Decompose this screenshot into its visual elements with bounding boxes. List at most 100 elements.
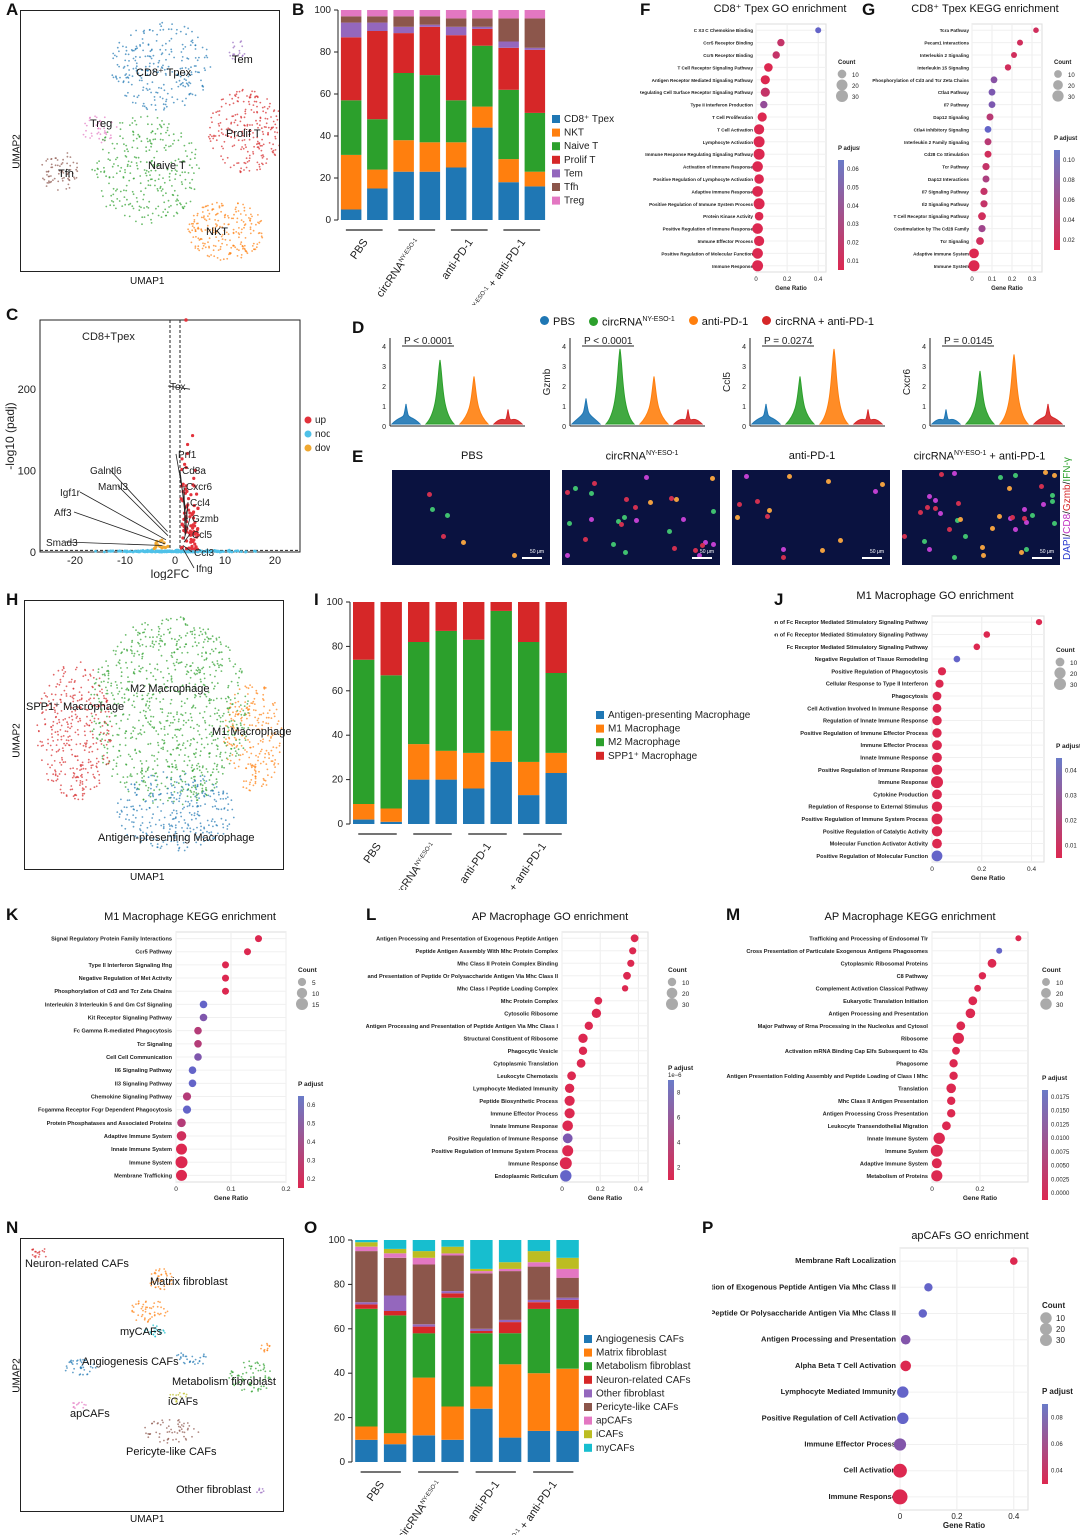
umap-point (264, 1376, 267, 1379)
umap-point (178, 1440, 180, 1443)
term-label: Antigen Processing Cross Presentation (823, 1111, 929, 1117)
cell-spot (583, 537, 588, 542)
umap-point (78, 691, 81, 693)
umap-point (191, 1355, 194, 1358)
umap-point (41, 741, 43, 743)
umap-point (178, 797, 181, 800)
umap-point (170, 791, 173, 794)
umap-point (170, 783, 173, 785)
umap-point (159, 722, 162, 725)
umap-point (175, 32, 178, 35)
color-bar (1042, 1090, 1048, 1200)
umap-point (154, 184, 156, 187)
umap-point (199, 780, 202, 782)
umap-point (123, 697, 126, 699)
umap-point (45, 160, 48, 162)
umap-point (241, 1389, 243, 1391)
umap-point (171, 784, 173, 787)
data-point (930, 1144, 943, 1157)
umap-point (264, 687, 267, 689)
cell-spot (927, 494, 932, 499)
umap-point (230, 246, 233, 249)
umap-point (157, 744, 160, 747)
gene-label: Tox (170, 382, 186, 393)
umap-point (227, 127, 230, 130)
umap-point (103, 705, 106, 707)
umap-point (219, 798, 222, 800)
umap-point (145, 174, 148, 177)
umap-point (254, 782, 257, 785)
umap-point (228, 720, 231, 723)
umap-point (196, 813, 199, 816)
data-point (931, 764, 943, 775)
umap-point (191, 706, 193, 709)
umap-point (247, 100, 250, 103)
up-point (189, 493, 193, 497)
umap-point (118, 816, 121, 818)
umap-point (146, 767, 149, 770)
umap-point (208, 699, 211, 702)
umap-point (157, 178, 160, 181)
umap-point (51, 166, 54, 169)
umap-point (193, 637, 196, 639)
cluster-label-nkt: NKT (206, 226, 228, 238)
data-point (772, 51, 780, 59)
down-point (166, 544, 170, 548)
umap-point (213, 786, 216, 789)
umap-point (90, 712, 93, 715)
umap-point (225, 231, 228, 234)
umap-point (54, 703, 56, 706)
umap-point (186, 1422, 189, 1424)
umap-point (184, 772, 187, 775)
umap-point (176, 170, 178, 173)
up-point (191, 483, 195, 487)
cluster-label-m2: M2 Macrophage (130, 683, 210, 695)
bar-segment (419, 142, 441, 172)
color-tick-label: 6 (677, 1116, 681, 1122)
umap-point (165, 843, 168, 846)
umap-point (145, 784, 147, 787)
umap-point (157, 751, 160, 754)
umap-point (133, 95, 135, 98)
size-legend-title: Count (1042, 1301, 1065, 1310)
umap-point (218, 651, 221, 654)
umap-point (203, 779, 206, 782)
umap-point (167, 628, 170, 631)
umap-point (185, 721, 188, 724)
umap-point (214, 707, 217, 710)
umap-point (230, 121, 233, 124)
umap-point (212, 244, 215, 247)
umap-point (155, 1325, 158, 1328)
umap-point (232, 1378, 235, 1381)
umap-point (159, 1332, 162, 1335)
umap-point (66, 173, 69, 176)
umap-point (194, 641, 197, 644)
umap-point (187, 1427, 189, 1430)
umap-point (219, 641, 222, 643)
bar-segment (472, 10, 493, 19)
bar-segment (524, 171, 546, 187)
umap-point (219, 751, 222, 754)
data-point (933, 1132, 945, 1144)
umap-point (278, 751, 281, 754)
y-tick-label: 2 (742, 384, 746, 391)
umap-point (244, 701, 247, 703)
umap-point (156, 758, 159, 760)
umap-point (180, 181, 183, 183)
group-label-text: circRNA (374, 259, 407, 299)
umap-point (163, 123, 165, 126)
panel-label-b: B (292, 0, 305, 19)
umap-point (157, 164, 160, 166)
term-label: Adaptive Immune Response (691, 189, 753, 194)
umap-point (224, 819, 227, 822)
umap-point (260, 154, 263, 157)
term-label: Tcr Pathway (942, 165, 969, 170)
umap-point (145, 704, 147, 707)
umap-point (239, 1384, 242, 1386)
umap-point (231, 703, 234, 706)
umap-point (162, 177, 164, 180)
legend-d-circ: circRNANY-ESO-1 (589, 316, 675, 329)
umap-point (170, 204, 172, 207)
umap-point (223, 766, 226, 769)
umap-point (132, 730, 135, 732)
